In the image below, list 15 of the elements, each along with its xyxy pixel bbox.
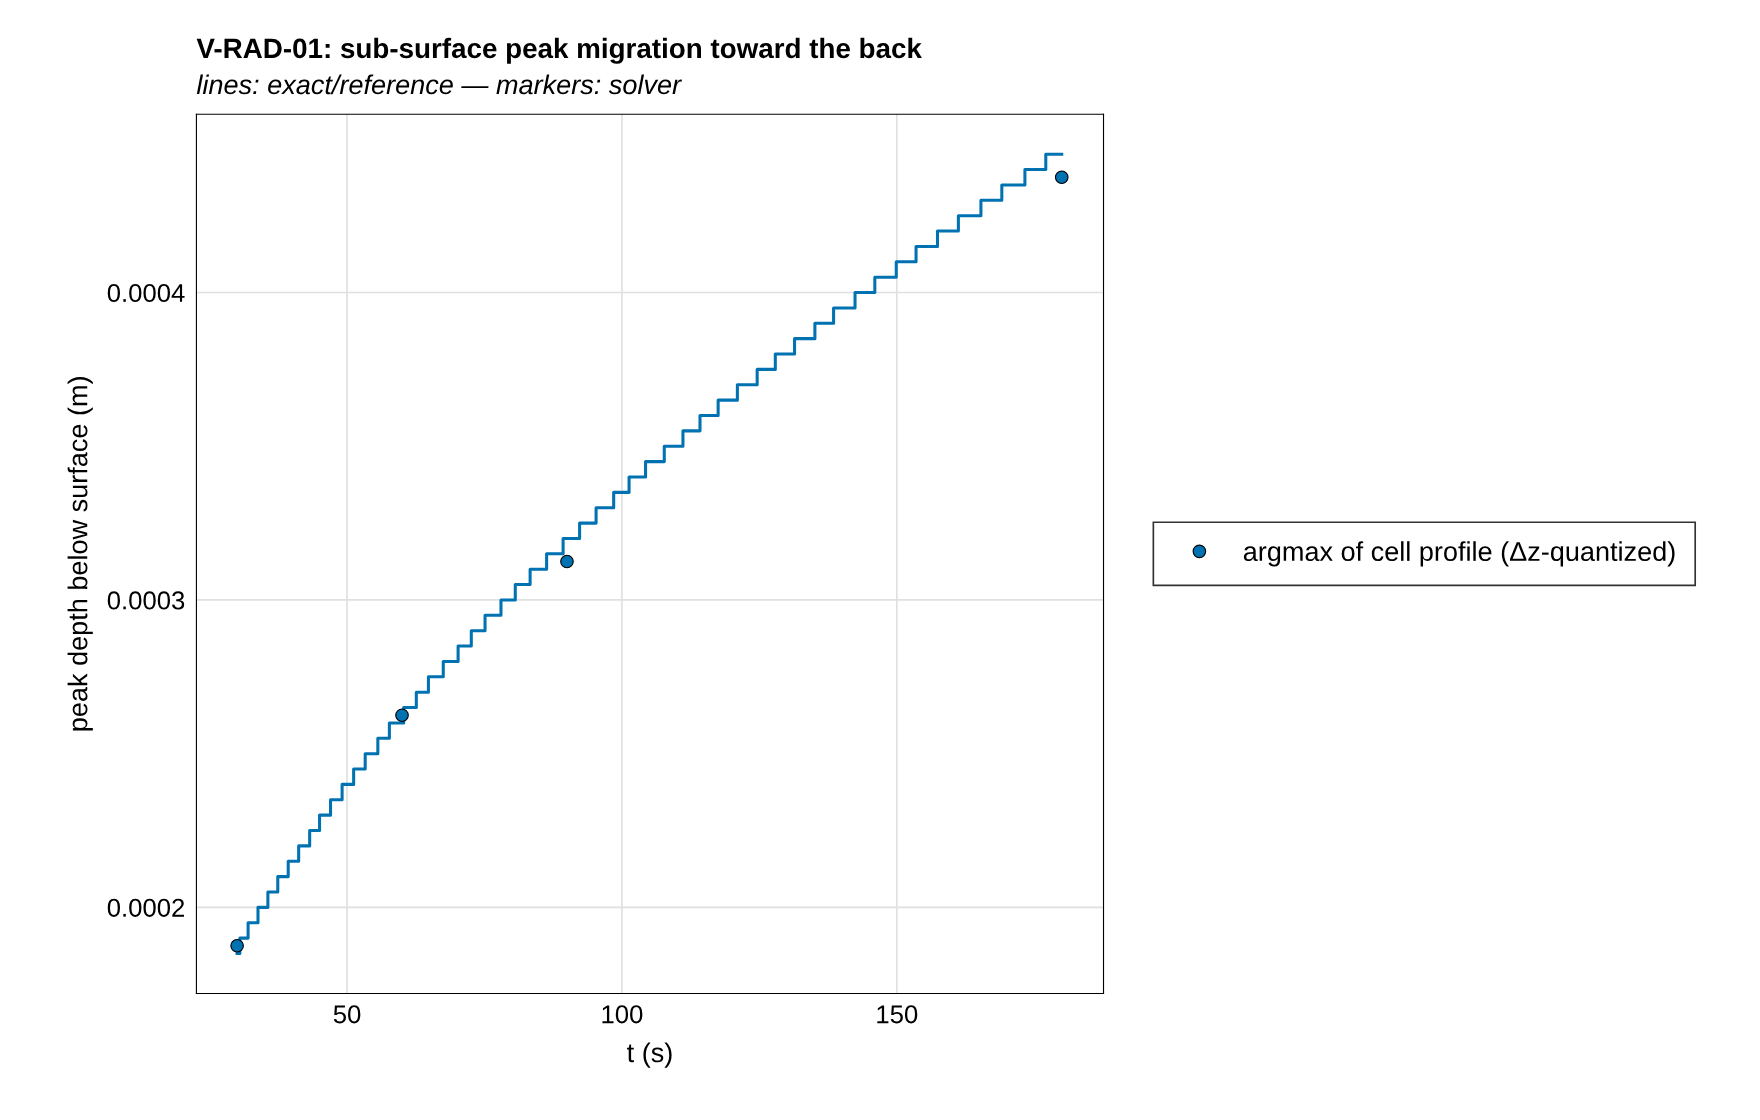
y-tick-label: 0.0004: [107, 283, 185, 303]
chart-title: V-RAD-01: sub-surface peak migration toward the back: [196, 37, 922, 64]
point: [560, 554, 574, 569]
legend-label: argmax of cell profile (Δz-quantized): [1243, 541, 1675, 567]
chart-subtitle: lines: exact/reference — markers: solver: [196, 74, 682, 95]
x-tick-label: 50: [333, 1005, 361, 1024]
point: [395, 708, 409, 723]
x-axis-title: t (s): [627, 1042, 672, 1068]
point: [1054, 170, 1069, 185]
y-tick-label: 0.0002: [107, 898, 185, 917]
point: [230, 938, 244, 953]
x-tick-label: 100: [602, 1005, 643, 1024]
y-axis-title: peak depth below surface (m): [67, 377, 93, 731]
y-tick-label: 0.0003: [107, 591, 185, 610]
x-tick-label: 150: [877, 1005, 918, 1024]
